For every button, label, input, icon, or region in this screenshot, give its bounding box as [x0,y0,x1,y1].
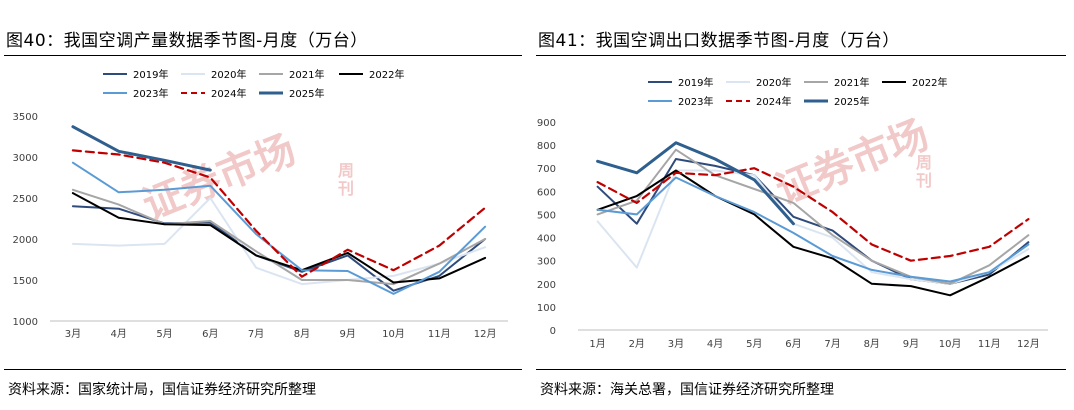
watermark-sub-char: 刊 [916,171,932,190]
production-line-chart: 1000 1500 2000 2500 3000 3500 3月 4月 5月 6月 7月 8月 9月 10… [13,68,508,340]
watermark-text: 证券市场 [137,127,303,230]
figure-title: 图41：我国空调出口数据季节图-月度（万台） [538,31,900,51]
legend-label: 2023年 [133,87,168,100]
y-tick-label: 100 [537,303,556,314]
x-tick-label: 1月 [589,338,605,350]
legend-label: 2024年 [211,87,246,100]
x-tick-label: 6月 [202,328,218,340]
watermark-text: 证券市场 [770,112,936,215]
x-tick-label: 6月 [785,338,801,350]
legend-label: 2022年 [369,68,404,81]
x-tick-label: 4月 [111,328,127,340]
export-line-chart: 0 100 200 300 400 500 600 700 800 900 1月 2月 3月 4月 5月 6月… [537,76,1048,350]
legend-label: 2021年 [834,76,869,89]
title-divider [536,55,1066,56]
series-line-2020年 [596,169,1030,285]
y-tick-label: 900 [537,118,556,129]
x-tick-label: 10月 [939,338,962,350]
legend-label: 2025年 [834,95,869,108]
series-line-2023年 [596,176,1030,283]
series-line-2023年 [71,161,487,295]
legend-label: 2023年 [678,95,713,108]
title-divider [4,55,522,56]
y-tick-label: 500 [537,210,556,221]
series-line-2019年 [71,205,487,292]
y-tick-label: 3500 [13,112,38,123]
x-tick-label: 8月 [294,328,310,340]
series-line-2024年 [596,167,1030,262]
x-tick-label: 11月 [978,338,1001,350]
x-tick-label: 4月 [707,338,723,350]
x-tick-label: 5月 [156,328,172,340]
watermark: 证券市场 [137,127,303,230]
watermark-sub-char: 刊 [338,179,354,198]
y-tick-label: 0 [550,326,556,337]
legend-label: 2019年 [133,68,168,81]
x-tick-label: 9月 [903,338,919,350]
chart-panel-production: 图40：我国空调产量数据季节图-月度（万台） 1000 1500 2000 2500 3… [0,0,528,410]
x-tick-label: 7月 [824,338,840,350]
y-tick-label: 400 [537,234,556,245]
series-line-2025年 [71,125,212,172]
x-tick-label: 3月 [65,328,81,340]
y-tick-label: 3000 [13,153,38,164]
series-line-2025年 [596,141,795,226]
source-note: 资料来源：海关总署，国信证券经济研究所整理 [540,382,834,398]
legend-label: 2020年 [756,76,791,89]
x-tick-label: 12月 [1017,338,1040,350]
watermark: 证券市场 [770,112,936,215]
x-tick-label: 12月 [474,328,497,340]
x-tick-label: 7月 [248,328,264,340]
x-tick-label: 8月 [864,338,880,350]
y-tick-label: 200 [537,280,556,291]
series-line-2022年 [71,192,487,284]
y-tick-label: 700 [537,164,556,175]
y-tick-label: 300 [537,257,556,268]
source-note: 资料来源：国家统计局，国信证券经济研究所整理 [8,382,316,398]
chart-panel-export: 图41：我国空调出口数据季节图-月度（万台） 0 100 200 300 400 500 6… [528,0,1074,410]
legend-label: 2022年 [912,76,947,89]
watermark-sub: 周刊 [338,161,354,198]
legend-label: 2025年 [289,87,324,100]
legend-label: 2020年 [211,68,246,81]
watermark-sub: 周刊 [916,153,932,190]
y-tick-label: 2500 [13,194,38,205]
x-tick-label: 10月 [382,328,405,340]
x-tick-label: 3月 [668,338,684,350]
y-tick-label: 800 [537,141,556,152]
legend-label: 2024年 [756,95,791,108]
y-tick-label: 600 [537,187,556,198]
y-tick-label: 2000 [13,235,38,246]
legend-label: 2019年 [678,76,713,89]
watermark-sub-char: 周 [916,153,932,172]
source-divider [536,369,1066,370]
series-line-2021年 [71,188,487,286]
x-tick-label: 9月 [340,328,356,340]
x-tick-label: 11月 [428,328,451,340]
series-line-2024年 [71,149,487,278]
x-tick-label: 5月 [746,338,762,350]
series-line-2020年 [71,197,487,286]
x-tick-label: 2月 [629,338,645,350]
y-tick-label: 1500 [13,276,38,287]
y-tick-label: 1000 [13,317,38,328]
watermark-sub-char: 周 [338,161,354,180]
figure-title: 图40：我国空调产量数据季节图-月度（万台） [6,31,368,51]
source-divider [4,369,522,370]
legend-label: 2021年 [289,68,324,81]
series-line-2022年 [596,169,1030,297]
